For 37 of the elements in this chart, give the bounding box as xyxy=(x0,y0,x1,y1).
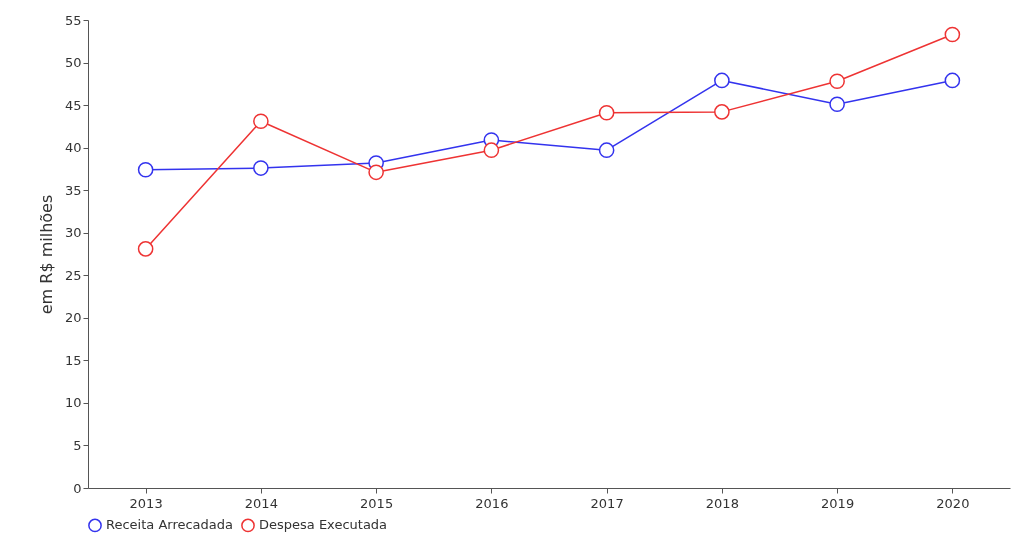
x-tick-label: 2015 xyxy=(360,495,394,511)
x-tick-label: 2020 xyxy=(936,495,970,511)
point xyxy=(714,72,730,89)
point xyxy=(714,104,730,120)
y-tick-label: 25 xyxy=(64,267,82,283)
point xyxy=(944,72,961,89)
point xyxy=(253,113,269,130)
x-tick-label: 2018 xyxy=(705,495,739,511)
y-tick-label: 15 xyxy=(64,352,82,368)
legend-label: Despesa Executada xyxy=(259,517,388,533)
y-tick-label: 45 xyxy=(64,97,82,113)
point xyxy=(829,73,845,90)
y-tick-label: 40 xyxy=(64,140,82,156)
point xyxy=(944,26,961,43)
point xyxy=(483,142,500,158)
y-tick-label: 30 xyxy=(64,225,82,241)
y-tick-label: 20 xyxy=(64,310,82,326)
y-tick-label: 50 xyxy=(64,55,82,71)
point xyxy=(368,164,384,181)
y-tick-label: 5 xyxy=(73,437,82,453)
y-tick-label: 35 xyxy=(64,182,82,198)
y-tick-label: 10 xyxy=(64,395,82,411)
x-tick-label: 2013 xyxy=(129,495,163,511)
x-tick-label: 2016 xyxy=(475,495,509,511)
y-axis-title: em R$ milhões xyxy=(36,194,56,315)
point xyxy=(137,241,154,257)
y-tick-label: 55 xyxy=(64,12,82,28)
point xyxy=(598,104,615,121)
point xyxy=(253,160,269,176)
y-tick-label: 0 xyxy=(73,480,82,496)
x-tick-label: 2017 xyxy=(590,495,624,511)
point xyxy=(598,142,615,158)
legend-label: Receita Arrecadada xyxy=(106,517,234,533)
point xyxy=(137,161,154,178)
x-tick-label: 2019 xyxy=(821,495,855,511)
point xyxy=(829,96,845,113)
x-tick-label: 2014 xyxy=(244,495,278,511)
